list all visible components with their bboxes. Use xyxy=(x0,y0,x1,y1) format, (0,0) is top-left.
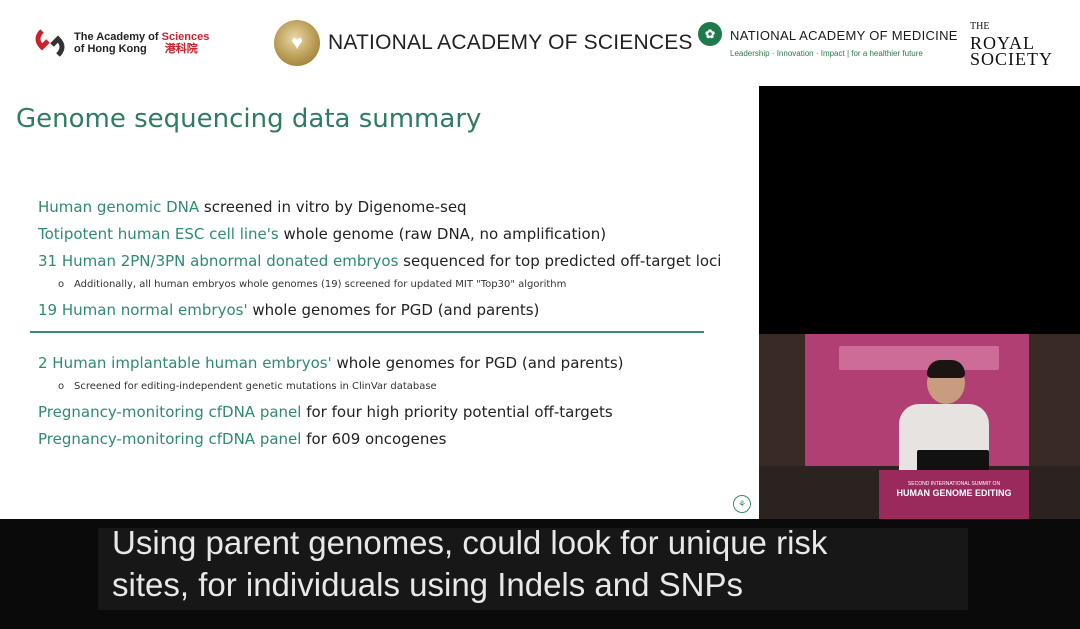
hk-academy-name-part: The Academy of xyxy=(74,31,162,43)
podium-line2: HUMAN GENOME EDITING xyxy=(896,488,1012,498)
royal-royal: ROYAL xyxy=(970,33,1036,53)
slide-logo-icon: ⚘ xyxy=(733,495,751,513)
slide-line-highlight: 19 Human normal embryos' xyxy=(38,301,248,319)
hk-academy-chinese-name: 港科院 xyxy=(164,43,198,55)
slide-line-text: whole genome (raw DNA, no amplification) xyxy=(278,225,607,243)
subtitle-caption: Using parent genomes, could look for uni… xyxy=(112,522,952,606)
slide-line-highlight: Pregnancy-monitoring cfDNA panel xyxy=(38,403,302,421)
nam-mark-icon: ✿ xyxy=(698,22,722,46)
royal-society-logo: THE ROYAL SOCIETY xyxy=(970,0,1053,86)
slide-line-highlight: Totipotent human ESC cell line's xyxy=(38,225,279,243)
presentation-slide: Genome sequencing data summary Human gen… xyxy=(0,86,759,519)
nas-name: NATIONAL ACADEMY OF SCIENCES xyxy=(328,31,693,54)
academy-of-sciences-hk-logo: The Academy of Sciences of Hong Kong 港科院 xyxy=(32,0,209,86)
slide-line-highlight: 2 Human implantable human embryos' xyxy=(38,354,332,372)
speaker-hair xyxy=(927,360,965,378)
slide-line: 19 Human normal embryos' whole genomes f… xyxy=(38,301,539,319)
slide-line-text: sequenced for top predicted off-target l… xyxy=(398,252,722,270)
caption-box xyxy=(98,528,968,610)
slide-subbullet: o Additionally, all human embryos whole g… xyxy=(58,279,566,290)
slide-line: Pregnancy-monitoring cfDNA panel for fou… xyxy=(38,403,613,421)
slide-line: 31 Human 2PN/3PN abnormal donated embryo… xyxy=(38,252,721,270)
slide-line-highlight: Human genomic DNA xyxy=(38,198,200,216)
caption-line1: Using parent genomes, could look for uni… xyxy=(112,524,828,561)
sponsor-header: The Academy of Sciences of Hong Kong 港科院 … xyxy=(0,0,1080,86)
slide-line: Pregnancy-monitoring cfDNA panel for 609… xyxy=(38,430,446,448)
slide-divider xyxy=(30,331,704,333)
royal-the: THE xyxy=(970,21,990,32)
nam-name: NATIONAL ACADEMY OF MEDICINE xyxy=(730,28,958,43)
slide-line-text: whole genomes for PGD (and parents) xyxy=(247,301,540,319)
nam-logo: ✿ NATIONAL ACADEMY OF MEDICINE Leadershi… xyxy=(698,0,958,86)
hk-academy-name-sciences: Sciences xyxy=(161,31,210,43)
royal-society: SOCIETY xyxy=(970,49,1053,69)
slide-line-highlight: 31 Human 2PN/3PN abnormal donated embryo… xyxy=(38,252,399,270)
nas-seal-icon: ♥ xyxy=(274,20,320,66)
slide-line: Human genomic DNA screened in vitro by D… xyxy=(38,198,467,216)
slide-line: 2 Human implantable human embryos' whole… xyxy=(38,354,624,372)
slide-line-text: for four high priority potential off-tar… xyxy=(301,403,613,421)
caption-line2: sites, for individuals using Indels and … xyxy=(112,566,743,603)
podium: SECOND INTERNATIONAL SUMMIT ON HUMAN GEN… xyxy=(879,470,1029,519)
sub-bullet-text: Screened for editing-independent genetic… xyxy=(74,381,437,392)
sub-bullet-marker: o xyxy=(58,381,65,392)
sub-bullet-text: Additionally, all human embryos whole ge… xyxy=(74,279,567,290)
nas-logo: ♥ NATIONAL ACADEMY OF SCIENCES xyxy=(274,0,693,86)
podium-line1: SECOND INTERNATIONAL SUMMIT ON xyxy=(907,481,1001,487)
slide-line-text: screened in vitro by Digenome-seq xyxy=(199,198,467,216)
hk-academy-name-line2: of Hong Kong xyxy=(74,43,147,55)
slide-subbullet: o Screened for editing-independent geneti… xyxy=(58,381,437,392)
slide-line-highlight: Pregnancy-monitoring cfDNA panel xyxy=(38,430,302,448)
nam-tagline: Leadership · Innovation · Impact | for a… xyxy=(730,49,923,58)
sub-bullet-marker: o xyxy=(58,279,65,290)
hk-academy-mark-icon xyxy=(32,25,68,61)
speaker-video-feed: SECOND INTERNATIONAL SUMMIT ON HUMAN GEN… xyxy=(759,334,1080,519)
slide-line: Totipotent human ESC cell line's whole g… xyxy=(38,225,606,243)
laptop xyxy=(917,450,989,472)
backdrop-banner xyxy=(839,346,999,370)
slide-line-text: for 609 oncogenes xyxy=(301,430,447,448)
slide-line-text: whole genomes for PGD (and parents) xyxy=(331,354,624,372)
slide-title: Genome sequencing data summary xyxy=(16,104,482,134)
